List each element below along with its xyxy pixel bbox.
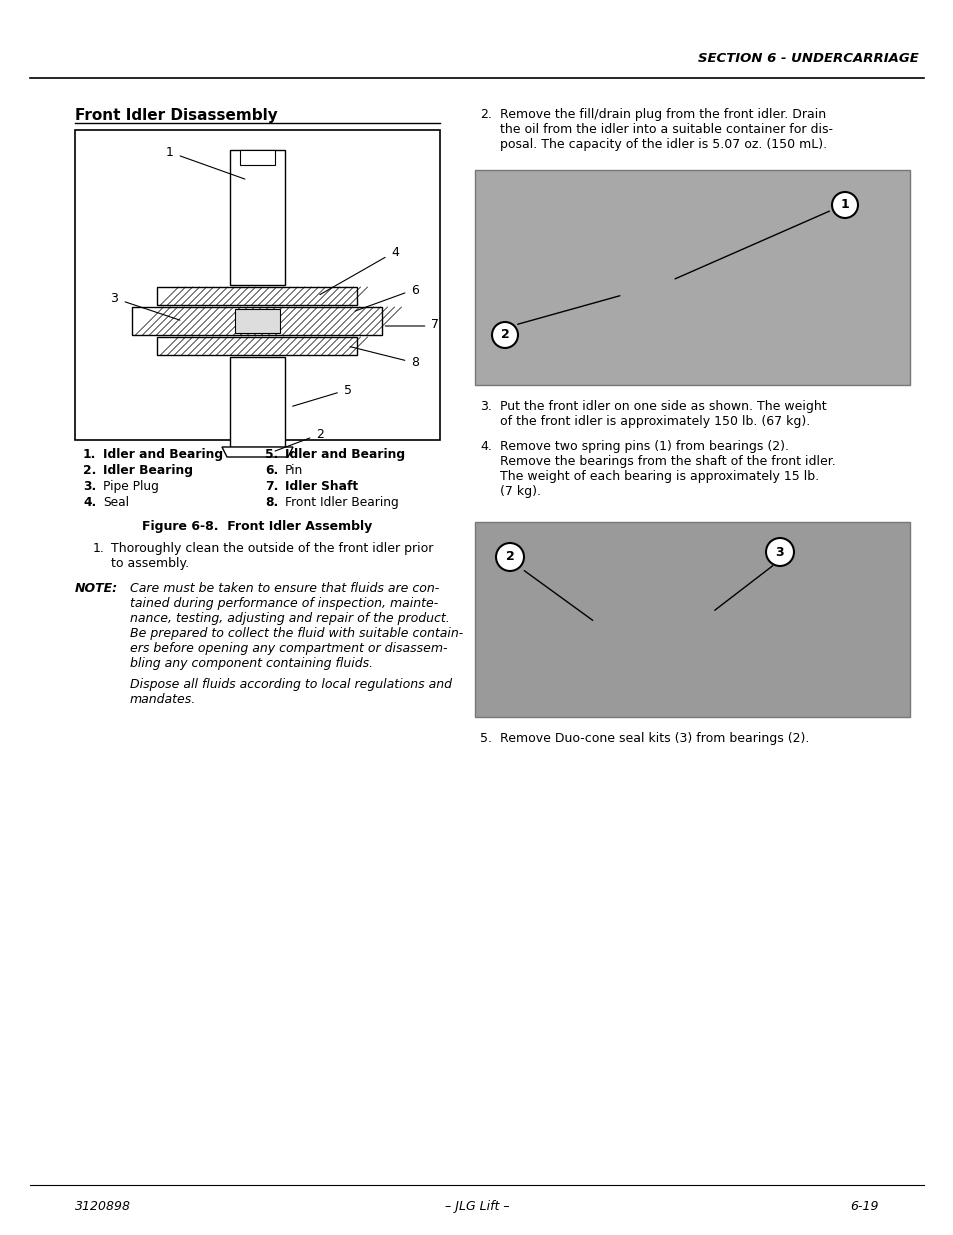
Bar [475,170,909,385]
Text: Put the front idler on one side as shown. The weight
of the front idler is appro: Put the front idler on one side as shown… [499,400,825,429]
Text: 3.: 3. [479,400,492,412]
Text: Remove the fill/drain plug from the front idler. Drain
the oil from the idler in: Remove the fill/drain plug from the fron… [499,107,832,151]
Bar [75,130,439,440]
Text: Dispose all fluids according to local regulations and
mandates.: Dispose all fluids according to local re… [130,678,452,706]
Text: 3: 3 [775,546,783,558]
Text: Idler Bearing: Idler Bearing [103,464,193,477]
Text: 2.: 2. [479,107,492,121]
Bar [240,149,274,165]
Text: 2: 2 [505,551,514,563]
Text: Pin: Pin [285,464,303,477]
Text: 7.: 7. [265,480,278,493]
Text: SECTION 6 - UNDERCARRIAGE: SECTION 6 - UNDERCARRIAGE [698,52,918,65]
Text: 5.: 5. [265,448,278,461]
Text: 7: 7 [431,317,439,331]
Text: 6.: 6. [265,464,278,477]
Text: Care must be taken to ensure that fluids are con-
tained during performance of i: Care must be taken to ensure that fluids… [130,582,463,671]
Text: Thoroughly clean the outside of the front idler prior
to assembly.: Thoroughly clean the outside of the fron… [111,542,433,571]
Polygon shape [222,447,293,457]
Text: 4.: 4. [479,440,492,453]
Circle shape [765,538,793,566]
Bar [230,357,285,447]
Text: 8.: 8. [265,496,278,509]
Text: 5: 5 [344,384,352,396]
Text: 4: 4 [391,247,399,259]
Text: Idler Shaft: Idler Shaft [285,480,357,493]
Text: 5.: 5. [479,732,492,745]
Text: 4.: 4. [83,496,96,509]
Text: 3120898: 3120898 [75,1200,131,1213]
Text: Remove Duo-cone seal kits (3) from bearings (2).: Remove Duo-cone seal kits (3) from beari… [499,732,808,745]
Circle shape [492,322,517,348]
Text: Pipe Plug: Pipe Plug [103,480,159,493]
Text: NOTE:: NOTE: [75,582,118,595]
Bar [157,337,357,354]
Text: 1.: 1. [83,448,96,461]
Bar [230,149,285,285]
Text: 8: 8 [411,357,419,369]
Text: 2.: 2. [83,464,96,477]
Text: 2: 2 [500,329,509,342]
Bar [157,287,357,305]
Text: Figure 6-8.  Front Idler Assembly: Figure 6-8. Front Idler Assembly [142,520,373,534]
Text: 6-19: 6-19 [850,1200,878,1213]
Text: 3.: 3. [83,480,96,493]
Text: 3: 3 [111,293,118,305]
Bar [132,308,382,335]
Bar [475,522,909,718]
Text: Seal: Seal [103,496,129,509]
Text: 1: 1 [840,199,848,211]
Text: Front Idler Bearing: Front Idler Bearing [285,496,398,509]
Circle shape [496,543,523,571]
Text: Idler and Bearing: Idler and Bearing [103,448,223,461]
Circle shape [831,191,857,219]
Text: 1: 1 [166,147,173,159]
Text: 1.: 1. [92,542,105,555]
Text: 6: 6 [411,284,419,296]
Text: 2: 2 [316,429,324,441]
Text: Idler and Bearing: Idler and Bearing [285,448,405,461]
Bar [234,309,280,333]
Text: Remove two spring pins (1) from bearings (2).
Remove the bearings from the shaft: Remove two spring pins (1) from bearings… [499,440,835,498]
Text: Front Idler Disassembly: Front Idler Disassembly [75,107,277,124]
Text: – JLG Lift –: – JLG Lift – [444,1200,509,1213]
